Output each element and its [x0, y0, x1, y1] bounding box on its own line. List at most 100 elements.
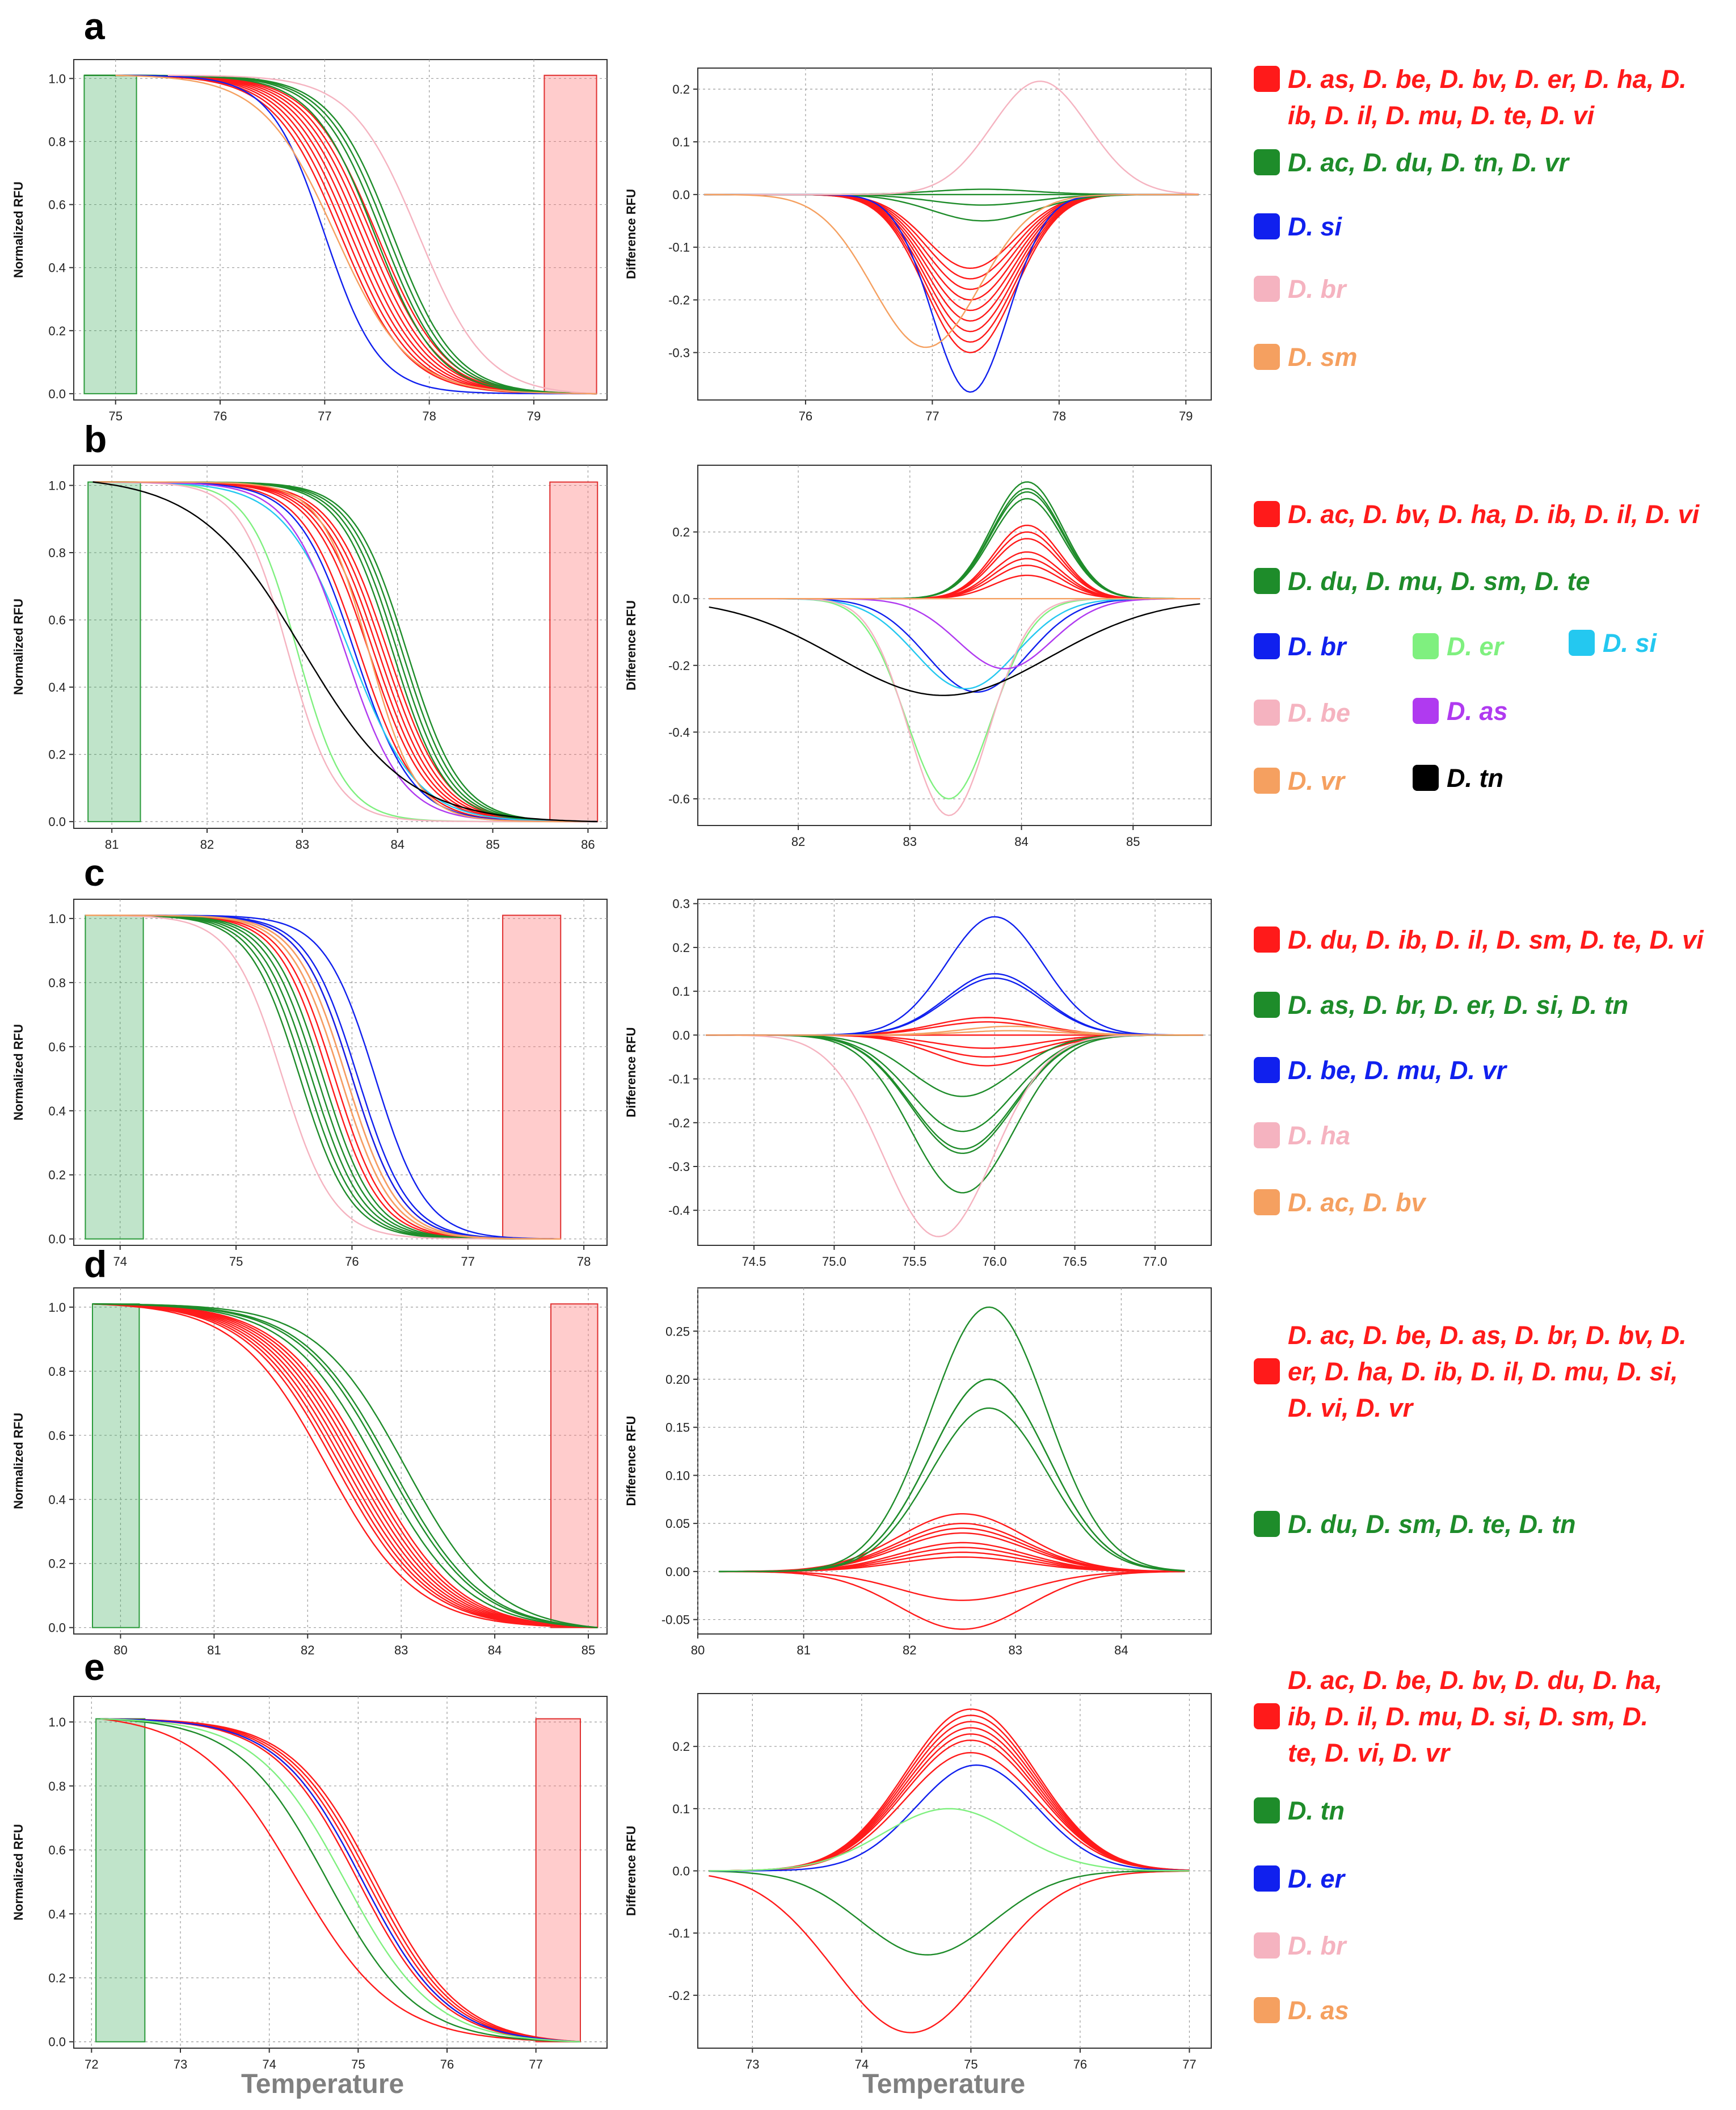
chart-e-difference: 73 74 75 76 77 -0.2 -0.1 0.0 0.1 0.2 Difference RF…	[624, 1693, 1212, 2071]
curve-lightgreen	[100, 1718, 581, 2042]
y-tick-label: 0.6	[48, 1843, 66, 1858]
x-tick-label: 74	[113, 1254, 127, 1269]
normalization-region-red	[550, 1303, 599, 1628]
x-tick-label: 84	[1114, 1643, 1128, 1657]
x-tick-label: 86	[581, 837, 595, 852]
y-axis-label: Difference RFU	[624, 600, 638, 690]
curve-red	[92, 1303, 598, 1628]
y-tick-label: 0.1	[672, 984, 690, 999]
curve-blue	[100, 1718, 581, 2042]
curve-pink	[85, 915, 561, 1240]
legend-d-green: D. du, D. sm, D. te, D. tn	[1254, 1506, 1576, 1543]
legend-label: D. as	[1447, 697, 1508, 726]
legend-label: D. tn	[1288, 1796, 1345, 1825]
curve-orange	[85, 915, 561, 1240]
y-tick-label: 0.00	[665, 1565, 690, 1579]
legend-swatch	[1254, 1703, 1280, 1729]
y-tick-label: -0.05	[661, 1613, 690, 1627]
x-tick-label: 83	[296, 837, 309, 852]
x-tick-label: 75	[964, 2057, 977, 2071]
curve-green	[709, 1870, 1190, 1956]
x-tick-label: 76.0	[983, 1254, 1007, 1269]
legend-swatch	[1254, 1997, 1280, 2023]
curve-green	[100, 1718, 581, 2042]
y-tick-label: 0.10	[665, 1468, 690, 1483]
y-tick-label: 0.6	[48, 613, 66, 627]
y-tick-label: 0.0	[48, 815, 66, 829]
curve-red	[100, 1718, 581, 2042]
normalization-region-green	[83, 74, 137, 394]
curve-orange	[704, 193, 1199, 348]
y-tick-label: 1.0	[48, 1300, 66, 1315]
y-axis-label: Difference RFU	[624, 1826, 638, 1916]
x-tick-label: 83	[1009, 1643, 1022, 1657]
normalization-region-green	[85, 915, 144, 1240]
x-tick-label: 82	[791, 835, 805, 849]
y-tick-label: -0.2	[668, 293, 690, 308]
curve-blue	[709, 1764, 1190, 1872]
chart-d-difference: 80 81 82 83 84 -0.05 0.00 0.05 0.10 0.15 0.20 0.25 D…	[624, 1287, 1212, 1657]
y-tick-label: 0.2	[672, 525, 690, 540]
x-tick-label: 74.5	[742, 1254, 766, 1269]
legend-c-pink: D. ha	[1254, 1118, 1350, 1154]
chart-b-melt: 81 82 83 84 85 86 0.0 0.2 0.4 0.6 0.8 1.0 Normalized…	[11, 465, 608, 852]
x-tick-label: 75.0	[822, 1254, 846, 1269]
y-tick-label: 0.0	[672, 1864, 690, 1879]
curve-orange	[92, 481, 598, 823]
x-tick-label: 77	[1182, 2057, 1196, 2071]
y-axis-label: Difference RFU	[624, 1027, 638, 1118]
x-tick-label: 82	[301, 1643, 314, 1657]
x-tick-label: 79	[1179, 409, 1193, 423]
legend-e-pink: D. br	[1254, 1928, 1346, 1964]
x-tick-label: 75	[351, 2057, 365, 2071]
legend-swatch	[1254, 213, 1280, 239]
y-tick-label: 0.8	[48, 1779, 66, 1793]
x-tick-label: 75	[229, 1254, 243, 1269]
normalization-region-red	[502, 915, 562, 1240]
x-tick-label: 72	[85, 2057, 98, 2071]
plot-frame	[697, 465, 1212, 826]
curve-red	[709, 1870, 1190, 2033]
y-tick-label: 0.6	[48, 1040, 66, 1054]
chart-e-melt: 72 73 74 75 76 77 0.0 0.2 0.4 0.6 0.8 1.0 Normalized…	[11, 1696, 608, 2071]
legend-b-orange: D. vr	[1254, 763, 1345, 799]
curve-red	[92, 1303, 598, 1628]
y-tick-label: -0.1	[668, 1072, 690, 1086]
x-tick-label: 73	[745, 2057, 759, 2071]
y-tick-label: -0.2	[668, 659, 690, 673]
panel-letter-c: c	[84, 852, 105, 894]
y-tick-label: -0.2	[668, 1116, 690, 1130]
y-tick-label: 0.0	[48, 1621, 66, 1635]
y-tick-label: 0.6	[48, 198, 66, 212]
curve-orange	[115, 74, 597, 395]
x-tick-label: 77	[318, 409, 331, 423]
legend-label: D. be, D. mu, D. vr	[1288, 1056, 1507, 1085]
legend-label: D. br	[1288, 275, 1346, 304]
legend-a-green: D. ac, D. du, D. tn, D. vr	[1254, 145, 1569, 181]
y-axis-label: Normalized RFU	[11, 599, 26, 695]
legend-swatch	[1254, 501, 1280, 527]
legend-swatch	[1254, 344, 1280, 370]
x-tick-label: 75.5	[902, 1254, 926, 1269]
curve-black	[92, 481, 598, 823]
legend-swatch	[1569, 630, 1595, 656]
legend-swatch	[1254, 633, 1280, 659]
legend-swatch	[1254, 1358, 1280, 1384]
legend-c-red: D. du, D. ib, D. il, D. sm, D. te, D. vi	[1254, 922, 1704, 958]
x-tick-label: 81	[797, 1643, 810, 1657]
legend-label: D. ha	[1288, 1121, 1351, 1150]
normalization-region-red	[549, 481, 599, 823]
legend-a-blue: D. si	[1254, 209, 1342, 245]
y-tick-label: 0.4	[48, 261, 66, 275]
legend-label: D. tn	[1447, 764, 1503, 793]
curve-lightgreen	[709, 1808, 1190, 1872]
y-tick-label: 0.2	[672, 941, 690, 955]
y-tick-label: 0.20	[665, 1372, 690, 1387]
y-tick-label: 0.6	[48, 1429, 66, 1443]
y-axis-label: Difference RFU	[624, 189, 638, 279]
x-tick-label: 76	[1073, 2057, 1087, 2071]
y-tick-label: 1.0	[48, 479, 66, 493]
normalization-region-green	[87, 481, 141, 823]
legend-swatch	[1254, 768, 1280, 794]
legend-label: D. vr	[1288, 766, 1345, 795]
